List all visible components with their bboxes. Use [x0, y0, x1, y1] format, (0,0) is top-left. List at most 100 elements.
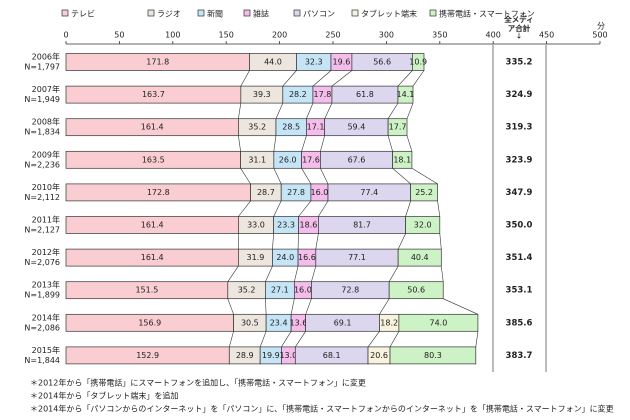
x-tick-label: 0 — [63, 31, 68, 40]
connector — [240, 70, 250, 87]
connector — [475, 331, 479, 347]
data-label: 17.1 — [307, 123, 325, 132]
legend-swatch — [293, 9, 301, 17]
connector — [318, 200, 329, 217]
data-label: 35.2 — [238, 286, 256, 295]
connector — [311, 266, 317, 282]
data-label: 69.1 — [334, 318, 352, 327]
x-unit: 分 — [597, 22, 605, 31]
connector — [273, 168, 282, 185]
total-label: 383.7 — [506, 351, 533, 361]
connector — [301, 135, 307, 152]
total-label: 353.1 — [506, 286, 533, 296]
legend-label: テレビ — [71, 10, 95, 19]
data-label: 61.8 — [356, 90, 374, 99]
total-label: 350.0 — [506, 221, 533, 231]
connector — [440, 266, 444, 282]
connector — [305, 298, 312, 315]
bar-segment — [397, 248, 442, 267]
x-tick-label: 50 — [114, 31, 124, 40]
data-label: 14.1 — [397, 90, 415, 99]
total-label: 351.4 — [506, 253, 533, 263]
x-tick-label: 300 — [379, 31, 394, 40]
x-tick-label: 500 — [592, 31, 607, 40]
data-label: 16.6 — [298, 253, 316, 262]
data-label: 35.2 — [248, 123, 266, 132]
connector — [320, 135, 325, 152]
x-tick-label: 200 — [272, 31, 287, 40]
connector — [229, 331, 234, 347]
data-label: 163.5 — [142, 155, 165, 164]
connector — [405, 200, 411, 217]
connector — [240, 168, 251, 185]
bar-segment — [397, 85, 414, 104]
legend-swatch — [61, 9, 69, 17]
legend-swatch — [197, 9, 205, 17]
connector — [379, 298, 390, 315]
sample-size-label: N=2,076 — [24, 258, 60, 267]
sample-size-label: N=2,112 — [24, 193, 60, 202]
connector — [238, 200, 251, 217]
total-label: 335.2 — [506, 58, 533, 68]
data-label: 44.0 — [264, 58, 282, 67]
legend-label: ラジオ — [157, 10, 181, 19]
connector — [238, 103, 242, 119]
connector — [295, 331, 306, 348]
connector — [227, 298, 234, 315]
data-label: 10.9 — [409, 58, 427, 67]
legend-label: タブレット端末 — [361, 9, 417, 19]
legend-label: 新聞 — [207, 9, 223, 19]
data-label: 31.1 — [248, 155, 266, 164]
data-label: 163.7 — [142, 90, 165, 99]
connector — [439, 233, 442, 250]
connector — [238, 135, 241, 152]
x-tick-label: 350 — [432, 31, 447, 40]
connector — [320, 168, 329, 185]
data-label: 23.4 — [270, 318, 288, 327]
category-label: 2015年 — [32, 345, 60, 355]
sample-size-label: N=2,127 — [24, 226, 60, 235]
data-label: 74.0 — [430, 318, 448, 327]
total-label: 323.9 — [506, 155, 533, 165]
legend-label: 携帯電話・スマートフォン — [439, 9, 535, 19]
data-label: 24.0 — [276, 253, 294, 262]
connector — [388, 265, 399, 282]
data-label: 81.7 — [353, 221, 371, 230]
data-label: 17.6 — [302, 155, 320, 164]
connector — [301, 168, 312, 185]
data-label: 26.0 — [279, 155, 297, 164]
data-label: 67.6 — [348, 155, 366, 164]
connector — [443, 298, 479, 315]
data-label: 28.5 — [282, 123, 300, 132]
data-label: 16.0 — [294, 286, 312, 295]
connector — [315, 233, 319, 250]
connector — [312, 70, 332, 87]
data-label: 23.3 — [277, 221, 295, 230]
category-label: 2013年 — [32, 280, 60, 290]
data-label: 16.0 — [311, 188, 329, 197]
data-label: 31.9 — [247, 253, 265, 262]
connector — [273, 135, 277, 152]
legend-swatch — [243, 9, 251, 17]
data-label: 161.4 — [141, 253, 164, 262]
footnote: ＊2012年から「携帯電話」にスマートフォンを追加し、「携帯電話・スマートフォン… — [30, 378, 366, 388]
category-label: 2006年 — [32, 52, 60, 62]
connector — [397, 70, 413, 87]
data-label: 18.6 — [300, 221, 318, 230]
bar-segment — [412, 53, 425, 71]
data-label: 161.4 — [141, 221, 164, 230]
sample-size-label: N=1,834 — [24, 128, 60, 137]
data-label: 39.3 — [253, 90, 271, 99]
x-tick-label: 250 — [325, 31, 340, 40]
category-label: 2008年 — [32, 117, 60, 127]
sample-size-label: N=2,086 — [24, 323, 60, 332]
data-label: 20.6 — [370, 351, 388, 360]
bar-segment — [392, 150, 413, 169]
connector — [282, 70, 297, 87]
data-label: 161.4 — [141, 123, 164, 132]
connector — [411, 168, 438, 185]
data-label: 72.8 — [341, 286, 359, 295]
connector — [389, 331, 400, 348]
connector — [387, 102, 399, 119]
data-label: 30.5 — [241, 318, 259, 327]
